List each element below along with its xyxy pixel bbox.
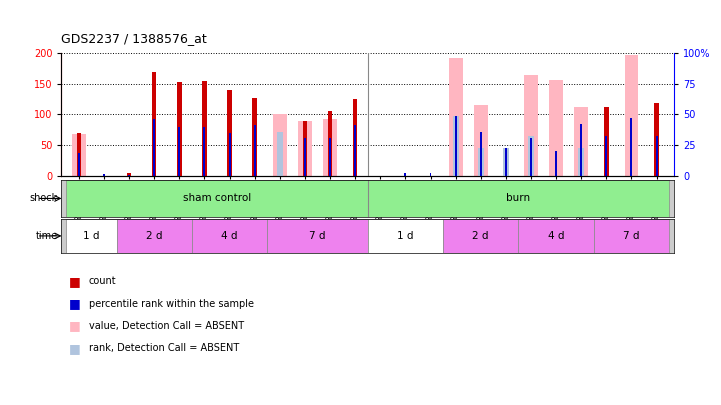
Text: burn: burn [506,194,531,203]
Bar [578,148,584,176]
Bar [630,117,632,176]
Bar [178,127,180,176]
Bar [555,151,557,176]
Bar [117,219,192,253]
Bar [443,219,518,253]
Bar [430,173,431,176]
Bar [505,148,507,176]
Bar [152,72,156,176]
Bar [273,115,287,176]
Text: 1 d: 1 d [397,231,414,241]
Text: sham control: sham control [183,194,251,203]
Bar [524,75,538,176]
Text: 1 d: 1 d [83,231,99,241]
Bar [103,174,105,176]
Bar [354,125,356,176]
Bar [368,180,669,217]
Text: ■: ■ [68,320,80,333]
Bar [329,138,331,176]
Bar [254,125,256,176]
Bar [203,127,205,176]
Text: value, Detection Call = ABSENT: value, Detection Call = ABSENT [89,321,244,331]
Text: 2 d: 2 d [472,231,489,241]
Text: ■: ■ [68,297,80,310]
Bar [202,81,207,176]
Bar [303,121,307,176]
Bar [624,55,638,176]
Bar [604,107,609,176]
Text: percentile rank within the sample: percentile rank within the sample [89,299,254,309]
Bar [448,58,463,176]
Text: ■: ■ [68,342,80,355]
Bar [575,107,588,176]
Text: GDS2237 / 1388576_at: GDS2237 / 1388576_at [61,32,207,45]
Bar [76,133,81,176]
Bar [177,82,182,176]
Bar [353,99,358,176]
Bar [328,111,332,176]
Bar [528,136,534,176]
Bar [594,219,669,253]
Bar [267,219,368,253]
Bar [518,219,594,253]
Bar [474,104,487,176]
Bar [298,121,311,176]
Text: time: time [35,231,58,241]
Bar [453,116,459,176]
Text: 4 d: 4 d [548,231,565,241]
Bar [128,175,130,176]
Bar [78,153,80,176]
Bar [72,134,86,176]
Bar [229,133,231,176]
Bar [277,132,283,176]
Bar [549,80,563,176]
Text: rank, Detection Call = ABSENT: rank, Detection Call = ABSENT [89,343,239,353]
Bar [580,124,582,176]
Bar [455,116,456,176]
Bar [404,173,407,176]
Bar [479,132,482,176]
Bar [606,136,607,176]
Text: 2 d: 2 d [146,231,162,241]
Text: count: count [89,277,116,286]
Bar [503,148,509,176]
Bar [192,219,267,253]
Bar [227,90,231,176]
Bar [477,148,484,176]
Text: 7 d: 7 d [623,231,640,241]
Text: shock: shock [30,194,58,203]
Text: 7 d: 7 d [309,231,326,241]
Bar [655,136,658,176]
Bar [655,103,659,176]
Bar [323,119,337,176]
Bar [530,138,532,176]
Bar [66,180,368,217]
Bar [127,173,131,176]
Bar [252,98,257,176]
Bar [154,119,155,176]
Bar [368,219,443,253]
Bar [304,138,306,176]
Text: ■: ■ [68,275,80,288]
Bar [66,219,117,253]
Text: 4 d: 4 d [221,231,238,241]
